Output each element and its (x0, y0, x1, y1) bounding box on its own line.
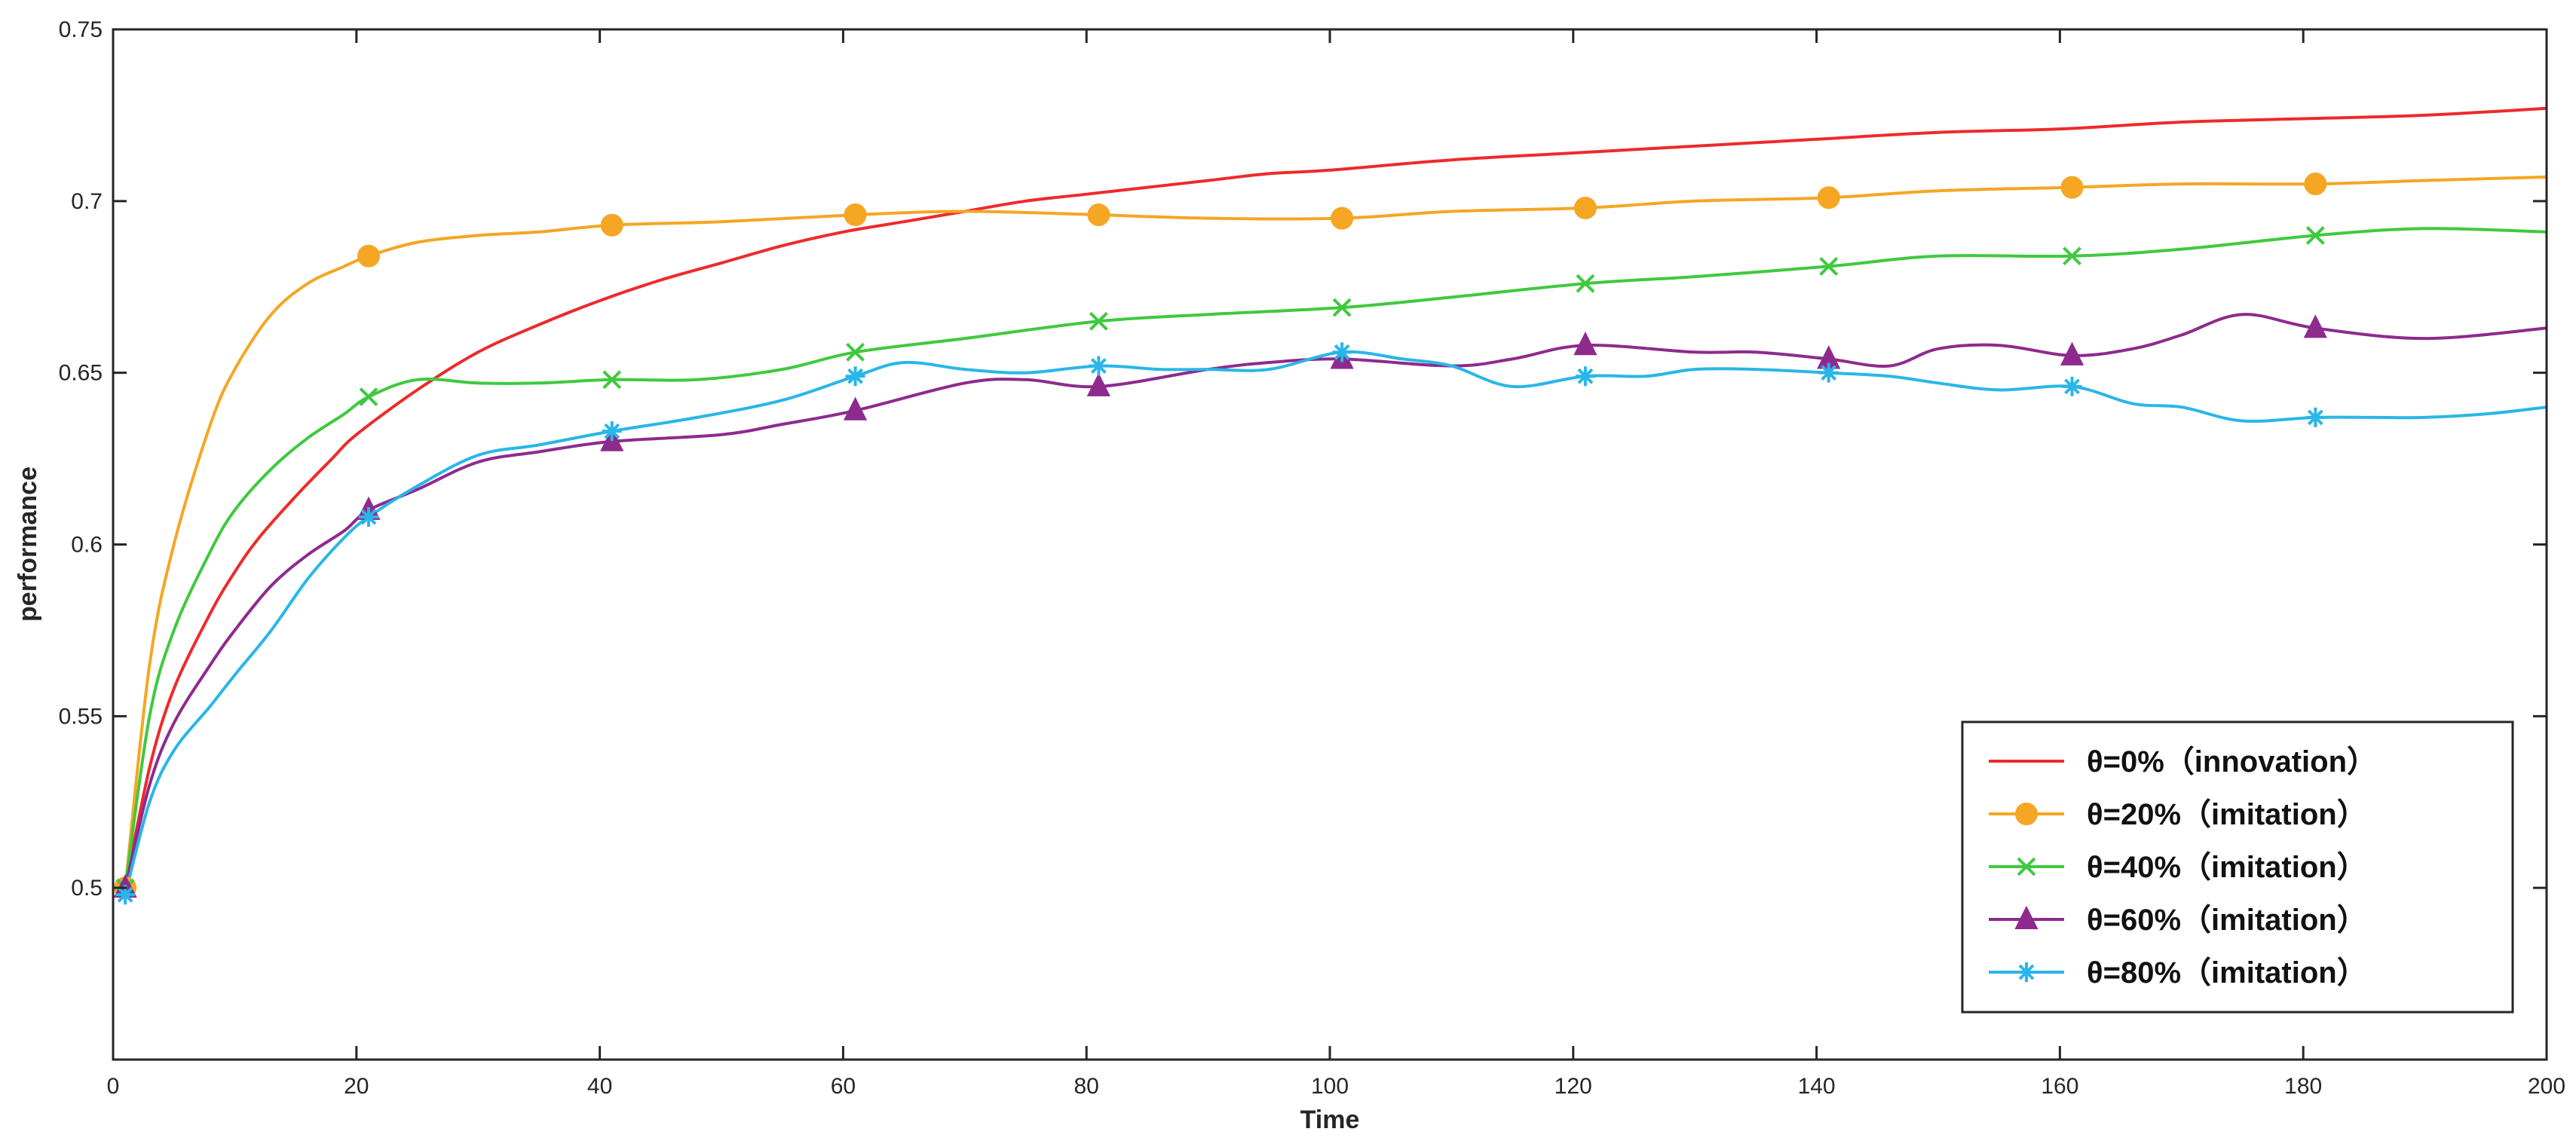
series-4-point (602, 421, 622, 442)
series-line-0 (124, 106, 2547, 889)
legend-label: θ=80%（imitation） (2087, 956, 2367, 989)
legend-swatch-marker (2017, 857, 2036, 876)
series-1-point (1817, 186, 1840, 210)
series-4-point (1575, 366, 1595, 387)
y-axis-ticks: 0.5 0.55 0.6 0.65 0.7 0.75 (59, 17, 2547, 901)
y-tick-label: 0.5 (71, 876, 103, 901)
legend-swatch-marker (2015, 803, 2038, 825)
x-tick-label: 160 (2041, 1074, 2078, 1099)
series-2-point (2063, 246, 2081, 266)
series-4-point (2062, 376, 2082, 396)
series-3-point (1086, 372, 1110, 396)
x-axis-ticks: 0 20 40 60 80 100 120 140 160 180 200 (107, 29, 2565, 1099)
legend-label: θ=40%（imitation） (2087, 851, 2367, 884)
y-axis-label: performance (14, 466, 42, 622)
x-tick-label: 60 (831, 1074, 856, 1099)
series-4-point (358, 507, 378, 528)
legend-label: θ=20%（imitation） (2087, 798, 2367, 831)
series-4-point (115, 885, 136, 905)
series-2-point (359, 387, 378, 406)
series-3-point (843, 396, 868, 421)
series-3-point (1573, 331, 1597, 356)
x-tick-label: 200 (2528, 1074, 2565, 1099)
series-4-point (1089, 356, 1109, 376)
legend-label: θ=0%（innovation） (2087, 745, 2377, 778)
series-1-point (1087, 203, 1110, 227)
marker-layer (113, 173, 2327, 905)
x-tick-label: 80 (1074, 1074, 1099, 1099)
legend-swatch-marker (2014, 905, 2038, 929)
legend: θ=0%（innovation） θ=20%（imitation） θ=40%（im… (1961, 720, 2514, 1014)
series-1-point (844, 203, 867, 227)
y-tick-label: 0.55 (59, 704, 103, 729)
series-4-point (2305, 407, 2326, 427)
series-2-point (1576, 274, 1595, 293)
series-layer (124, 106, 2547, 895)
x-tick-label: 40 (587, 1074, 612, 1099)
x-axis-label: Time (1300, 1106, 1360, 1134)
y-tick-label: 0.7 (71, 189, 103, 214)
series-1-point (357, 244, 380, 268)
x-tick-label: 180 (2284, 1074, 2322, 1099)
series-4-point (1332, 342, 1352, 362)
series-2-point (2305, 225, 2325, 245)
series-2-point (602, 370, 622, 390)
y-tick-label: 0.75 (59, 17, 103, 42)
x-tick-label: 0 (107, 1074, 120, 1099)
series-line-1 (124, 175, 2547, 889)
series-2-point (1819, 256, 1839, 276)
series-1-point (2304, 173, 2327, 196)
legend-swatch-marker (2017, 962, 2036, 982)
series-1-point (2060, 176, 2084, 199)
x-tick-label: 120 (1554, 1074, 1592, 1099)
series-3-point (2060, 341, 2084, 366)
legend-label: θ=60%（imitation） (2087, 904, 2367, 937)
x-tick-label: 100 (1311, 1074, 1349, 1099)
series-3-point (2303, 314, 2327, 338)
series-line-2 (124, 227, 2547, 889)
series-1-point (1573, 196, 1597, 219)
series-4-point (1818, 362, 1839, 383)
series-2-point (846, 342, 865, 362)
series-4-point (845, 366, 865, 387)
series-2-point (1332, 298, 1352, 317)
x-tick-label: 20 (344, 1074, 369, 1099)
y-tick-label: 0.6 (71, 533, 103, 558)
series-1-point (1331, 206, 1354, 230)
series-2-point (1089, 311, 1108, 331)
series-1-point (600, 213, 623, 237)
x-tick-label: 140 (1798, 1074, 1836, 1099)
series-line-4 (124, 350, 2547, 895)
y-tick-label: 0.65 (59, 361, 103, 386)
